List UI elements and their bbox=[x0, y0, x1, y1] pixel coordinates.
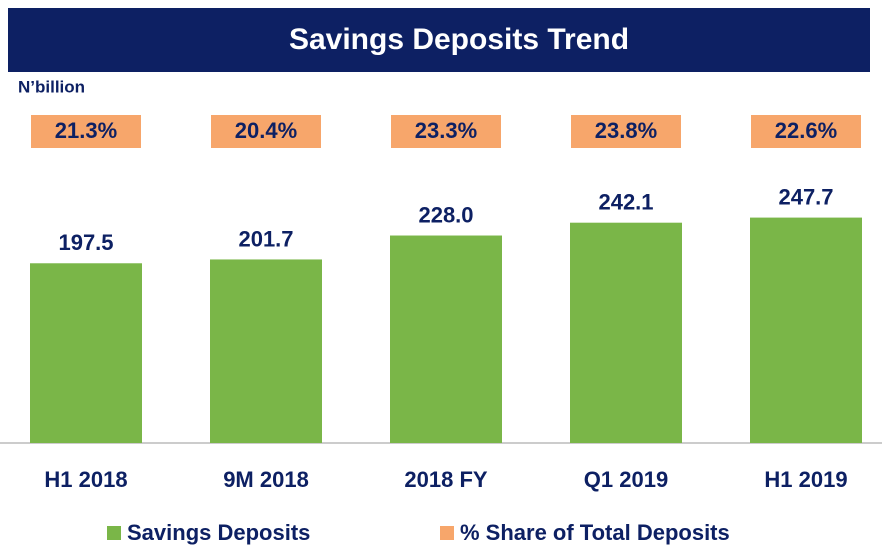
x-tick-label: Q1 2019 bbox=[584, 467, 668, 492]
share-label: 23.3% bbox=[415, 118, 477, 143]
share-box bbox=[31, 115, 141, 148]
share-box bbox=[751, 115, 861, 148]
bar-value-label: 197.5 bbox=[58, 230, 113, 255]
bar bbox=[210, 259, 322, 443]
bar-value-label: 247.7 bbox=[778, 184, 833, 209]
bar bbox=[390, 235, 502, 443]
share-label: 20.4% bbox=[235, 118, 297, 143]
bar bbox=[750, 217, 862, 443]
chart-title: Savings Deposits Trend bbox=[289, 23, 629, 56]
x-tick-label: H1 2019 bbox=[764, 467, 847, 492]
x-tick-label: 2018 FY bbox=[404, 467, 487, 492]
unit-label: N’billion bbox=[18, 77, 85, 96]
bar bbox=[570, 222, 682, 443]
legend-swatch bbox=[107, 526, 121, 540]
bar-value-label: 242.1 bbox=[598, 190, 653, 215]
bar bbox=[30, 263, 142, 443]
legend-label: Savings Deposits bbox=[127, 520, 310, 545]
bar-value-label: 201.7 bbox=[238, 226, 293, 251]
x-tick-label: 9M 2018 bbox=[223, 467, 309, 492]
legend-label: % Share of Total Deposits bbox=[460, 520, 730, 545]
share-box bbox=[571, 115, 681, 148]
bar-value-label: 228.0 bbox=[418, 202, 473, 227]
legend-swatch bbox=[440, 526, 454, 540]
share-label: 22.6% bbox=[775, 118, 837, 143]
x-tick-label: H1 2018 bbox=[44, 467, 127, 492]
share-box bbox=[391, 115, 501, 148]
title-banner bbox=[8, 8, 870, 72]
share-box bbox=[211, 115, 321, 148]
share-label: 21.3% bbox=[55, 118, 117, 143]
share-label: 23.8% bbox=[595, 118, 657, 143]
